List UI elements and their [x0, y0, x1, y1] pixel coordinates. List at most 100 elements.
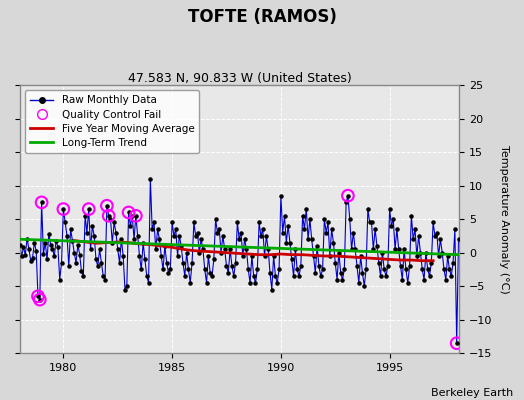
Point: [88, 223, 96, 229]
Point: [286, 240, 294, 246]
Point: [311, 270, 320, 276]
Point: [224, 270, 233, 276]
Point: [369, 246, 377, 252]
Point: [278, 229, 287, 236]
Point: [171, 226, 180, 232]
Point: [300, 226, 309, 232]
Point: [454, 236, 463, 242]
Point: [226, 246, 234, 252]
Point: [358, 270, 367, 276]
Point: [235, 236, 243, 242]
Point: [79, 273, 88, 279]
Point: [150, 219, 158, 226]
Point: [271, 273, 280, 279]
Point: [297, 263, 305, 269]
Point: [50, 253, 59, 259]
Point: [47, 242, 55, 248]
Point: [90, 233, 99, 239]
Point: [59, 206, 68, 212]
Point: [104, 212, 113, 219]
Point: [215, 226, 223, 232]
Point: [284, 223, 292, 229]
Point: [157, 253, 166, 259]
Point: [382, 273, 390, 279]
Point: [434, 253, 443, 259]
Point: [269, 253, 278, 259]
Point: [126, 223, 135, 229]
Point: [230, 273, 238, 279]
Point: [414, 233, 423, 239]
Point: [373, 243, 381, 249]
Text: TOFTE (RAMOS): TOFTE (RAMOS): [188, 8, 336, 26]
Point: [222, 263, 231, 269]
Point: [68, 238, 77, 244]
Point: [443, 253, 452, 259]
Point: [182, 250, 191, 256]
Point: [277, 192, 285, 199]
Point: [425, 273, 434, 279]
Point: [335, 250, 343, 256]
Point: [391, 246, 399, 252]
Point: [319, 266, 327, 273]
Point: [145, 280, 153, 286]
Point: [313, 243, 321, 249]
Point: [427, 260, 435, 266]
Point: [392, 226, 401, 232]
Point: [347, 246, 356, 252]
Point: [406, 263, 414, 269]
Point: [246, 280, 254, 286]
Point: [344, 192, 352, 199]
Point: [103, 202, 111, 209]
Point: [409, 236, 418, 242]
Point: [362, 266, 370, 273]
Point: [159, 266, 167, 273]
Point: [395, 246, 403, 252]
Point: [299, 212, 307, 219]
Point: [219, 233, 227, 239]
Point: [420, 276, 428, 283]
Point: [433, 229, 441, 236]
Point: [36, 296, 44, 303]
Point: [384, 263, 392, 269]
Point: [366, 219, 374, 226]
Point: [375, 260, 383, 266]
Point: [41, 240, 49, 246]
Point: [123, 283, 131, 290]
Point: [266, 270, 274, 276]
Title: 47.583 N, 90.833 W (United States): 47.583 N, 90.833 W (United States): [128, 72, 352, 85]
Point: [124, 209, 133, 216]
Point: [54, 244, 62, 250]
Point: [322, 229, 330, 236]
Point: [429, 219, 438, 226]
Point: [154, 226, 162, 232]
Point: [364, 206, 372, 212]
Point: [27, 258, 35, 264]
Point: [64, 263, 73, 269]
Point: [19, 244, 28, 250]
Point: [210, 256, 218, 262]
Point: [28, 255, 37, 261]
Point: [305, 216, 314, 222]
Point: [336, 270, 345, 276]
Point: [84, 206, 93, 212]
Point: [166, 266, 174, 273]
Point: [32, 248, 40, 254]
Point: [137, 266, 146, 273]
Point: [39, 251, 48, 257]
Point: [309, 253, 318, 259]
Point: [94, 263, 102, 269]
Legend: Raw Monthly Data, Quality Control Fail, Five Year Moving Average, Long-Term Tren: Raw Monthly Data, Quality Control Fail, …: [25, 90, 200, 153]
Point: [52, 238, 60, 244]
Point: [63, 233, 71, 239]
Point: [282, 240, 290, 246]
Point: [146, 176, 155, 182]
Point: [242, 246, 250, 252]
Point: [162, 260, 171, 266]
Point: [316, 273, 325, 279]
Point: [16, 242, 24, 248]
Point: [121, 286, 129, 293]
Point: [255, 219, 264, 226]
Point: [237, 229, 245, 236]
Point: [56, 276, 64, 283]
Point: [445, 266, 454, 273]
